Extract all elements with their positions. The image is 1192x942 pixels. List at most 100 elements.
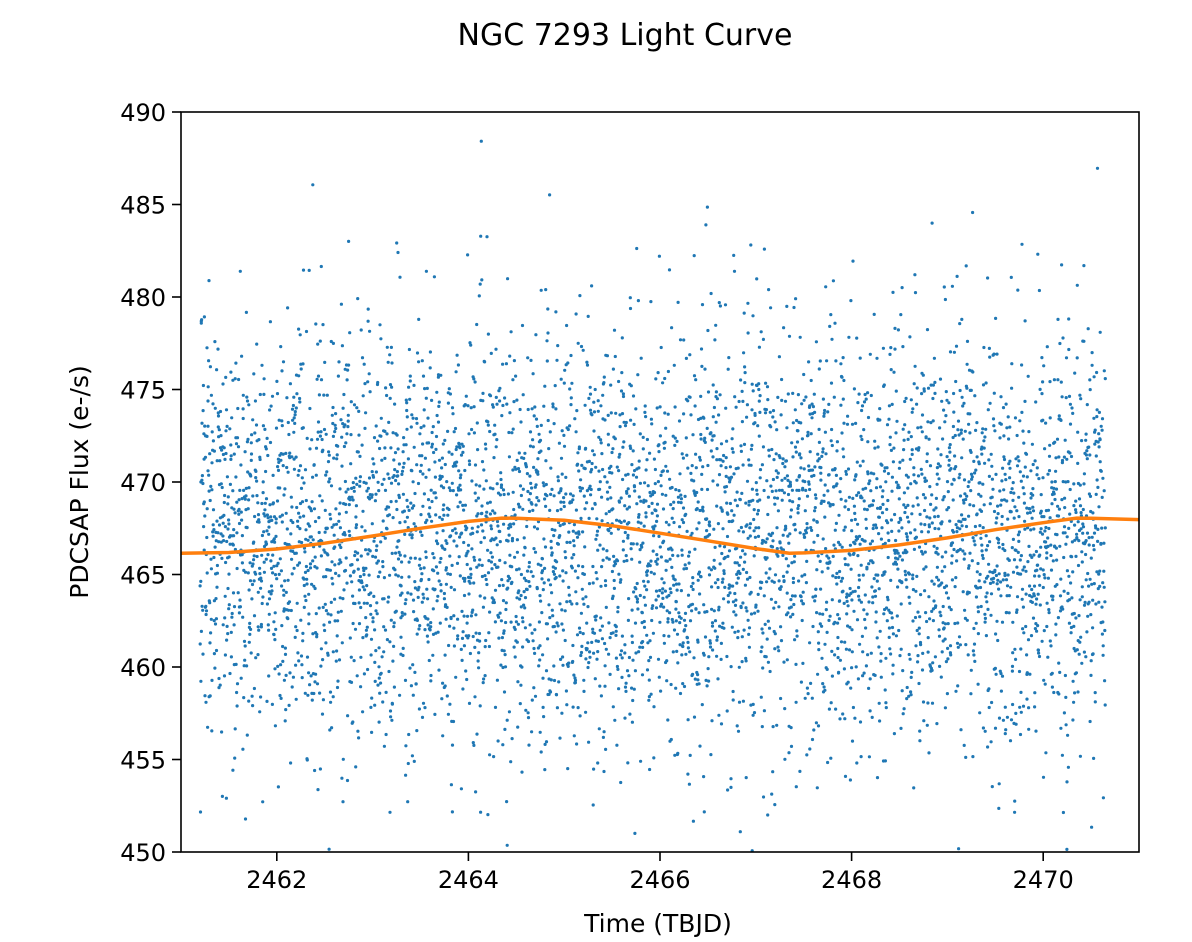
scatter-point	[676, 751, 680, 756]
scatter-point	[209, 484, 213, 488]
scatter-point	[671, 650, 675, 654]
scatter-point	[652, 527, 656, 531]
scatter-point	[512, 507, 516, 512]
scatter-point	[782, 326, 786, 330]
scatter-point	[299, 618, 303, 622]
scatter-point	[683, 563, 687, 567]
scatter-point	[1045, 345, 1049, 349]
scatter-point	[766, 660, 771, 664]
scatter-point	[943, 706, 948, 710]
scatter-point	[889, 448, 894, 452]
scatter-point	[996, 511, 1000, 516]
scatter-point	[1041, 585, 1045, 590]
scatter-point	[732, 269, 737, 273]
scatter-point	[840, 545, 844, 549]
scatter-point	[994, 632, 998, 636]
scatter-point	[712, 527, 716, 531]
scatter-point	[595, 657, 599, 661]
scatter-point	[969, 450, 973, 454]
scatter-point	[480, 460, 485, 464]
scatter-point	[724, 466, 728, 470]
scatter-point	[314, 672, 318, 676]
scatter-point	[986, 276, 990, 280]
scatter-point	[662, 634, 666, 638]
scatter-point	[398, 693, 402, 697]
scatter-point	[722, 569, 726, 573]
scatter-point	[636, 373, 640, 377]
scatter-point	[960, 395, 964, 399]
scatter-point	[978, 572, 982, 577]
scatter-point	[520, 616, 525, 620]
scatter-point	[994, 472, 998, 476]
scatter-point	[538, 594, 542, 598]
scatter-point	[499, 663, 503, 667]
scatter-point	[244, 494, 248, 498]
scatter-point	[643, 481, 647, 485]
scatter-point	[546, 637, 550, 641]
scatter-point	[510, 737, 514, 741]
scatter-point	[441, 508, 445, 512]
scatter-point	[400, 591, 404, 595]
scatter-point	[642, 579, 646, 583]
scatter-point	[778, 456, 782, 460]
scatter-point	[548, 583, 553, 587]
scatter-point	[739, 525, 744, 530]
scatter-point	[605, 549, 609, 553]
scatter-point	[732, 610, 736, 614]
scatter-point	[684, 436, 688, 440]
scatter-point	[259, 586, 263, 590]
scatter-point	[1028, 584, 1032, 588]
scatter-point	[735, 490, 739, 494]
scatter-point	[884, 701, 888, 705]
scatter-point	[298, 515, 302, 519]
scatter-point	[779, 585, 783, 589]
scatter-point	[783, 757, 787, 761]
scatter-point	[211, 402, 215, 406]
scatter-point	[474, 631, 478, 635]
scatter-point	[611, 594, 615, 598]
scatter-point	[902, 491, 907, 495]
scatter-point	[439, 583, 443, 587]
scatter-point	[766, 813, 770, 817]
scatter-point	[538, 658, 542, 662]
scatter-point	[967, 566, 971, 570]
scatter-point	[499, 483, 504, 487]
scatter-point	[282, 493, 286, 497]
scatter-point	[592, 453, 596, 457]
scatter-point	[252, 372, 256, 376]
scatter-point	[284, 511, 288, 515]
scatter-point	[823, 515, 827, 519]
scatter-point	[257, 438, 261, 442]
scatter-point	[834, 521, 839, 526]
scatter-point	[938, 426, 942, 430]
scatter-point	[586, 641, 590, 645]
scatter-point	[819, 471, 823, 475]
scatter-point	[931, 661, 935, 665]
scatter-point	[1043, 529, 1047, 533]
scatter-point	[955, 526, 960, 530]
scatter-point	[486, 548, 490, 552]
scatter-point	[347, 239, 351, 243]
scatter-point	[392, 621, 396, 625]
scatter-point	[300, 500, 305, 504]
scatter-point	[725, 534, 730, 539]
scatter-point	[683, 628, 687, 632]
scatter-point	[721, 621, 725, 625]
scatter-point	[547, 603, 551, 607]
scatter-point	[529, 481, 533, 485]
scatter-point	[364, 616, 368, 620]
scatter-point	[218, 683, 222, 687]
scatter-point	[451, 489, 455, 493]
scatter-point	[318, 434, 322, 438]
scatter-point	[356, 450, 360, 454]
scatter-point	[549, 466, 553, 470]
scatter-point	[984, 381, 988, 385]
scatter-point	[999, 689, 1004, 693]
scatter-point	[390, 702, 394, 706]
scatter-point	[287, 608, 291, 612]
scatter-point	[414, 682, 418, 686]
scatter-point	[313, 555, 317, 559]
scatter-point	[338, 526, 342, 530]
scatter-point	[780, 398, 784, 402]
scatter-point	[992, 576, 996, 581]
